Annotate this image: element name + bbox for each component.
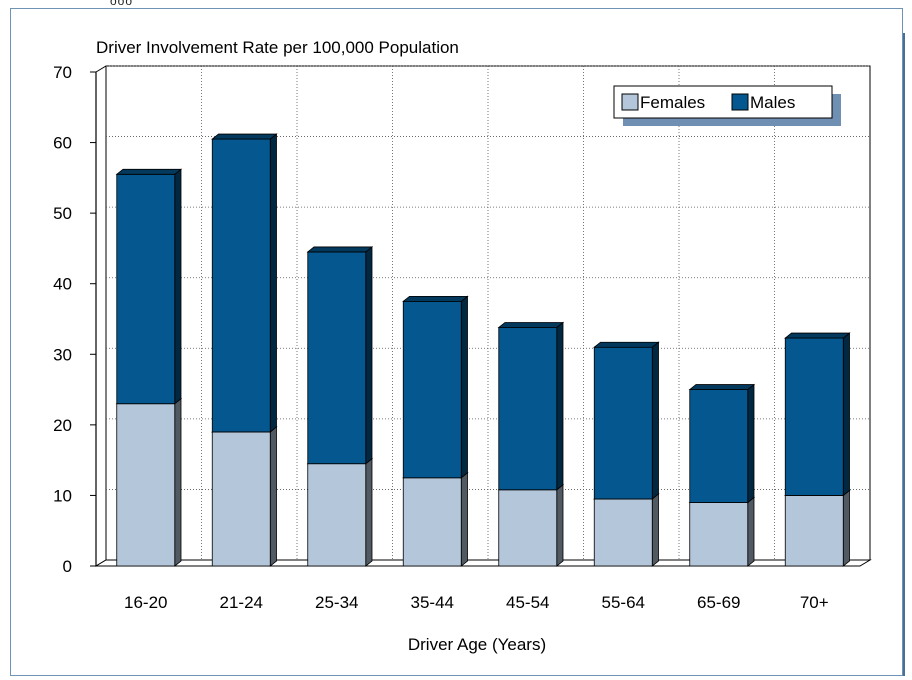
- bar-side: [269, 426, 277, 567]
- bar-side: [651, 493, 659, 567]
- bar-side: [365, 457, 373, 567]
- bar-males-65-69: [689, 389, 749, 503]
- frame-right-rule: [903, 33, 905, 676]
- bar-males-70+: [784, 337, 844, 496]
- bar-females-55-64: [593, 498, 653, 567]
- bar-males-16-20: [116, 173, 176, 405]
- bar-side: [365, 246, 373, 465]
- bar-top: [497, 322, 565, 328]
- x-tick-label: 35-44: [411, 593, 454, 612]
- bar-side: [269, 133, 277, 433]
- y-tick-label: 20: [53, 416, 72, 435]
- bar-side: [651, 341, 659, 500]
- x-tick-label: 16-20: [124, 593, 167, 612]
- bar-side: [747, 496, 755, 567]
- bar-side: [460, 295, 468, 479]
- bar-top: [593, 341, 660, 348]
- bar-males-21-24: [211, 138, 271, 433]
- bar-side: [174, 168, 182, 405]
- legend-swatch-males: [731, 93, 749, 111]
- bar-top: [306, 246, 374, 253]
- bar-females-21-24: [211, 431, 271, 567]
- plot-left-wall: [95, 65, 107, 567]
- bar-males-45-54: [498, 327, 558, 491]
- bar-side: [174, 397, 182, 567]
- x-tick-label: 45-54: [506, 593, 549, 612]
- legend-label-females: Females: [640, 93, 705, 112]
- bar-side: [460, 471, 468, 567]
- y-tick-label: 60: [53, 134, 72, 153]
- bar-top: [402, 295, 469, 302]
- y-tick-label: 10: [53, 486, 72, 505]
- bar-females-25-34: [307, 463, 367, 567]
- bar-top: [211, 133, 278, 140]
- bar-females-70+: [784, 495, 844, 567]
- bar-top: [784, 332, 851, 339]
- bar-females-65-69: [689, 502, 749, 567]
- bar-males-35-44: [402, 300, 462, 479]
- bar-side: [842, 489, 850, 567]
- x-tick-label: 55-64: [602, 593, 645, 612]
- bar-females-35-44: [402, 477, 462, 567]
- legend-label-males: Males: [750, 93, 795, 112]
- plot-area: 0 10 20 30 40 50 60 70 16-20 21-24 25-34 35-44 45-54…: [53, 63, 872, 612]
- y-tick-label: 30: [53, 345, 72, 364]
- bar-top: [688, 384, 756, 390]
- y-tick-label: 50: [53, 204, 72, 223]
- bar-males-55-64: [593, 346, 653, 500]
- legend-swatch-females: [621, 93, 639, 111]
- bar-females-16-20: [116, 403, 176, 567]
- bar-side: [842, 332, 850, 497]
- bar-side: [747, 383, 755, 504]
- bar-females-45-54: [498, 489, 558, 567]
- x-axis-label: Driver Age (Years): [408, 635, 546, 654]
- bar-side: [556, 483, 564, 567]
- x-tick-label: 21-24: [220, 593, 263, 612]
- bar-males-25-34: [307, 251, 367, 465]
- y-tick-label: 40: [53, 275, 72, 294]
- x-tick-label: 25-34: [315, 593, 358, 612]
- chart-title: Driver Involvement Rate per 100,000 Popu…: [96, 38, 459, 57]
- bar-top: [115, 168, 183, 175]
- x-tick-label: 65-69: [697, 593, 740, 612]
- bar-side: [556, 321, 564, 491]
- x-tick-label: 70+: [800, 593, 829, 612]
- cropped-header-text: ooo: [110, 0, 134, 8]
- y-tick-label: 0: [63, 557, 72, 576]
- legend-box: [613, 85, 833, 119]
- y-tick-label: 70: [53, 63, 72, 82]
